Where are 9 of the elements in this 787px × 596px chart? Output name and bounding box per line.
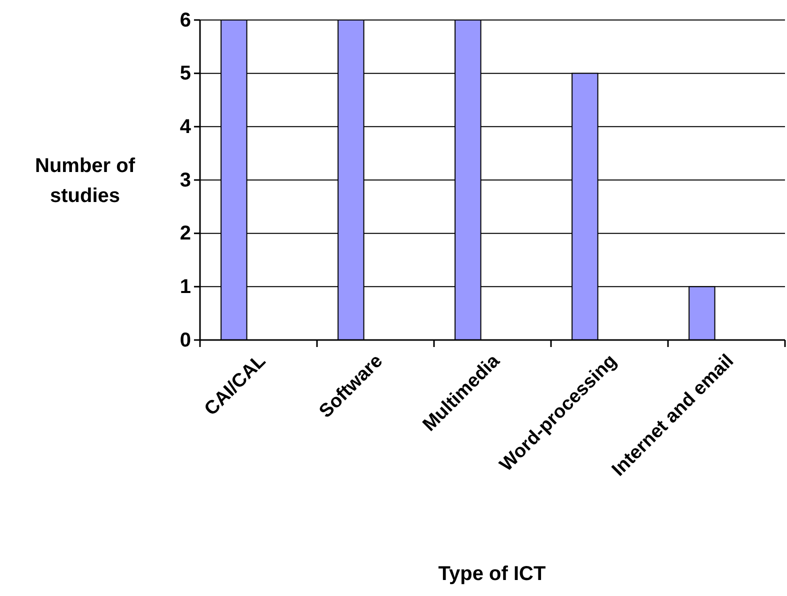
y-tick-label: 4 [180, 116, 192, 138]
y-tick-label: 5 [180, 62, 191, 85]
y-tick-label: 1 [180, 276, 191, 298]
y-tick-label: 6 [180, 9, 191, 32]
x-axis-title: Type of ICT [438, 563, 546, 585]
y-tick-label: 2 [180, 222, 191, 245]
y-tick-label: 3 [180, 169, 191, 192]
y-axis-title: Number of studies [35, 155, 136, 207]
y-tick-label: 0 [180, 329, 191, 352]
